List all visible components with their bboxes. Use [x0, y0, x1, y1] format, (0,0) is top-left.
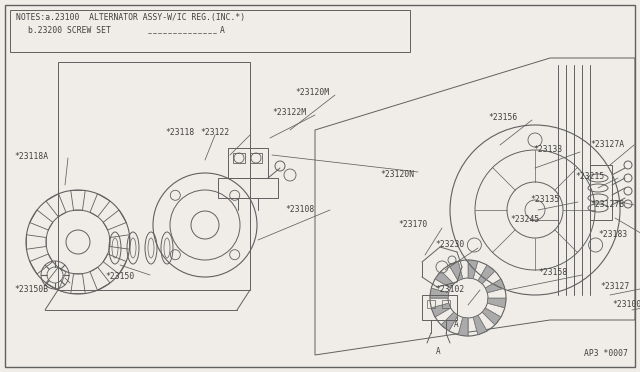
Polygon shape [441, 312, 458, 331]
Bar [590, 165, 612, 220]
Text: *23135: *23135 [530, 195, 559, 204]
Text: *23150: *23150 [105, 272, 134, 281]
Text: *23133: *23133 [533, 145, 563, 154]
Text: A: A [436, 347, 440, 356]
Text: *23127A: *23127A [590, 140, 624, 149]
Text: *23100: *23100 [612, 300, 640, 309]
Text: *23158: *23158 [538, 268, 567, 277]
Text: NOTES:a.23100  ALTERNATOR ASSY-W/IC REG.(INC.*): NOTES:a.23100 ALTERNATOR ASSY-W/IC REG.(… [16, 13, 245, 22]
Text: *23122M: *23122M [272, 108, 306, 117]
Text: *23122: *23122 [200, 128, 229, 137]
Text: *23150B: *23150B [14, 285, 48, 294]
Text: *23120N: *23120N [380, 170, 414, 179]
Bar [218, 178, 278, 198]
Text: A: A [220, 26, 225, 35]
Text: *23127: *23127 [600, 282, 629, 291]
Bar [228, 148, 268, 178]
Bar [250, 153, 262, 163]
Text: *23108: *23108 [285, 205, 314, 214]
Polygon shape [430, 288, 449, 298]
Text: A: A [454, 320, 459, 329]
Polygon shape [449, 261, 463, 281]
Text: *23170: *23170 [398, 220, 428, 229]
Polygon shape [435, 271, 454, 288]
Text: *23156: *23156 [488, 113, 517, 122]
Bar [442, 300, 450, 308]
Polygon shape [473, 315, 487, 335]
Text: *23118A: *23118A [14, 152, 48, 161]
Polygon shape [478, 265, 495, 284]
Polygon shape [487, 298, 506, 308]
Text: *23230: *23230 [435, 240, 464, 249]
Polygon shape [458, 317, 468, 336]
Polygon shape [482, 308, 501, 325]
Text: *23102: *23102 [435, 285, 464, 294]
Bar [10, 10, 410, 52]
Polygon shape [431, 303, 451, 317]
Text: AP3 *0007: AP3 *0007 [584, 349, 628, 358]
Polygon shape [485, 279, 505, 293]
Text: *23120M: *23120M [295, 88, 329, 97]
Bar [233, 153, 245, 163]
Text: *23127B: *23127B [590, 200, 624, 209]
Bar [427, 300, 435, 308]
Text: *23118: *23118 [165, 128, 195, 137]
Text: *23245: *23245 [510, 215, 540, 224]
Polygon shape [468, 260, 478, 279]
Bar [422, 295, 457, 320]
Text: *23183: *23183 [598, 230, 627, 239]
Text: b.23200 SCREW SET: b.23200 SCREW SET [28, 26, 111, 35]
Text: *23215: *23215 [575, 172, 604, 181]
